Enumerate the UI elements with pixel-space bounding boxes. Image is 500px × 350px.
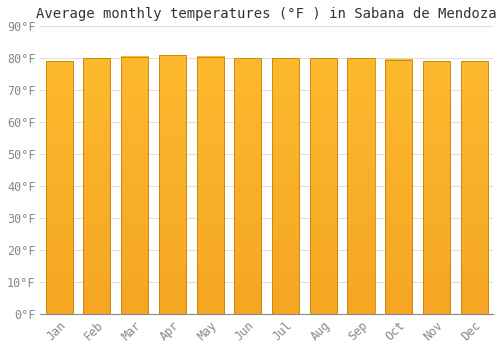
- Bar: [159, 55, 186, 314]
- Bar: [310, 58, 337, 314]
- Bar: [196, 57, 224, 314]
- Bar: [121, 57, 148, 314]
- Bar: [46, 62, 73, 314]
- Title: Average monthly temperatures (°F ) in Sabana de Mendoza: Average monthly temperatures (°F ) in Sa…: [36, 7, 497, 21]
- Bar: [348, 58, 374, 314]
- Bar: [234, 58, 262, 314]
- Bar: [423, 62, 450, 314]
- Bar: [272, 58, 299, 314]
- Bar: [84, 58, 110, 314]
- Bar: [385, 60, 412, 314]
- Bar: [460, 62, 488, 314]
